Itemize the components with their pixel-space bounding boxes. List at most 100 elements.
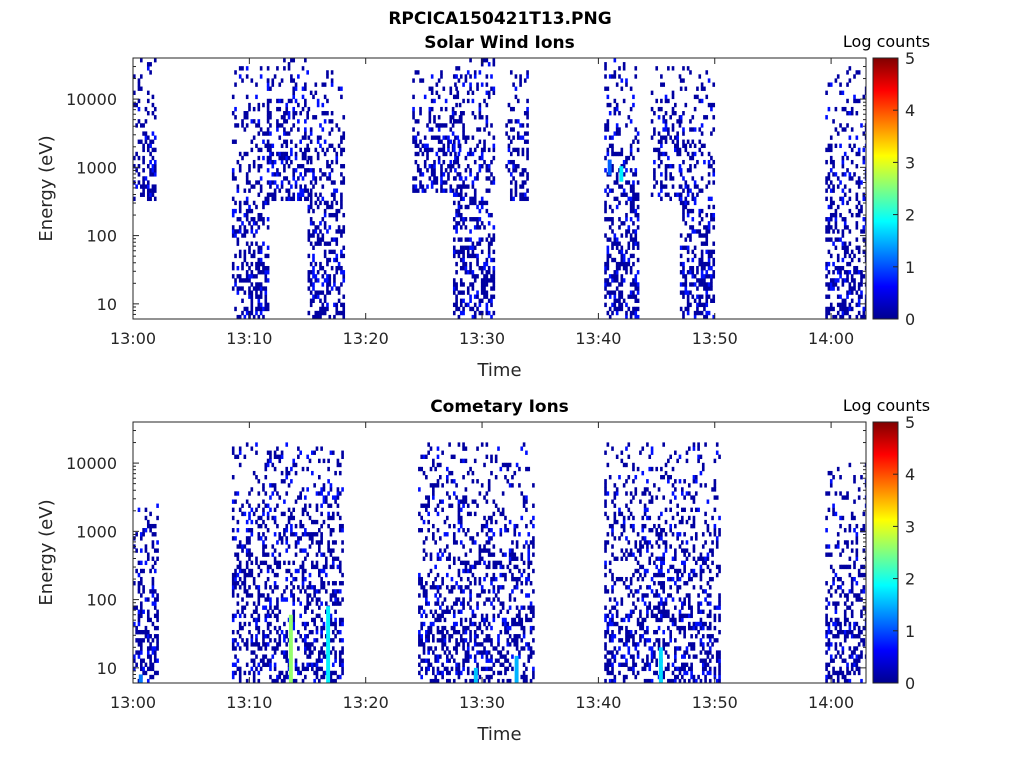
spectrogram-cell [458, 642, 461, 646]
spectrogram-cell [297, 103, 300, 107]
spectrogram-cell [248, 553, 251, 557]
spectrogram-cell [632, 307, 635, 311]
spectrogram-cell [837, 266, 840, 270]
spectrogram-cell [490, 303, 493, 307]
spectrogram-cell [290, 197, 293, 201]
spectrogram-cell [479, 209, 482, 213]
spectrogram-cell [138, 650, 141, 654]
spectrogram-cell [145, 634, 148, 638]
spectrogram-cell [516, 646, 519, 650]
spectrogram-cell [465, 135, 468, 139]
spectrogram-cell [630, 152, 633, 156]
spectrogram-cell [512, 82, 515, 86]
spectrogram-cell [609, 144, 612, 148]
spectrogram-cell [665, 176, 668, 180]
spectrogram-cell [306, 634, 309, 638]
spectrogram-cell [630, 107, 633, 111]
spectrogram-cell [292, 561, 295, 565]
spectrogram-cell [510, 189, 513, 193]
spectrogram-cell [316, 675, 319, 679]
spectrogram-cell [299, 197, 302, 201]
spectrogram-cell [662, 540, 665, 544]
spectrogram-cell [523, 630, 526, 634]
spectrogram-cell [653, 127, 656, 131]
spectrogram-cell [440, 176, 443, 180]
spectrogram-cell [308, 156, 311, 160]
spectrogram-cell [248, 491, 251, 495]
spectrogram-cell [623, 254, 626, 258]
spectrogram-cell [604, 499, 607, 503]
spectrogram-cell [262, 286, 265, 290]
spectrogram-cell [318, 540, 321, 544]
spectrogram-cell [662, 589, 665, 593]
spectrogram-cell [267, 512, 270, 516]
spectrogram-cell [614, 303, 617, 307]
spectrogram-cell [420, 642, 423, 646]
spectrogram-cell [490, 642, 493, 646]
spectrogram-cell [444, 610, 447, 614]
spectrogram-cell [269, 99, 272, 103]
spectrogram-cell [832, 278, 835, 282]
spectrogram-cell [232, 614, 235, 618]
spectrogram-cell [446, 479, 449, 483]
spectrogram-cell [327, 581, 330, 585]
spectrogram-cell [274, 467, 277, 471]
spectrogram-cell [459, 103, 462, 107]
spectrogram-cell [627, 225, 630, 229]
spectrogram-cell [511, 548, 514, 552]
spectrogram-cell [292, 95, 295, 99]
spectrogram-cell [237, 520, 240, 524]
spectrogram-cell [637, 561, 640, 565]
spectrogram-cell [142, 184, 145, 188]
spectrogram-cell [474, 217, 477, 221]
spectrogram-cell [611, 499, 614, 503]
spectrogram-cell [858, 176, 861, 180]
spectrogram-cell [469, 589, 472, 593]
spectrogram-cell [479, 311, 482, 315]
spectrogram-cell [655, 532, 658, 536]
spectrogram-cell [427, 520, 430, 524]
spectrogram-cell [315, 82, 318, 86]
spectrogram-cell [341, 548, 344, 552]
spectrogram-cell [696, 193, 699, 197]
spectrogram-cell [481, 618, 484, 622]
spectrogram-cell [486, 499, 489, 503]
spectrogram-cell [437, 557, 440, 561]
spectrogram-cell [337, 463, 340, 467]
spectrogram-cell [665, 168, 668, 172]
spectrogram-cell [516, 577, 519, 581]
spectrogram-cell [262, 606, 265, 610]
spectrogram-cell [285, 156, 288, 160]
spectrogram-cell [295, 667, 298, 671]
spectrogram-cell [255, 290, 258, 294]
spectrogram-cell [331, 193, 334, 197]
spectrogram-cell [614, 516, 617, 520]
spectrogram-cell [623, 262, 626, 266]
spectrogram-cell [246, 95, 249, 99]
spectrogram-cell [453, 585, 456, 589]
spectrogram-cell [646, 585, 649, 589]
spectrogram-cell [306, 115, 309, 119]
spectrogram-cell [460, 189, 463, 193]
spectrogram-cell [844, 278, 847, 282]
spectrogram-cell [665, 642, 668, 646]
spectrogram-cell [858, 184, 861, 188]
spectrogram-cell [609, 205, 612, 209]
spectrogram-cell [532, 638, 535, 642]
spectrogram-cell [241, 512, 244, 516]
spectrogram-cell [497, 597, 500, 601]
spectrogram-cell [703, 225, 706, 229]
spectrogram-cell [634, 307, 637, 311]
spectrogram-cell [504, 618, 507, 622]
spectrogram-cell [660, 557, 663, 561]
spectrogram-cell [493, 266, 496, 270]
spectrogram-cell [849, 229, 852, 233]
spectrogram-cell [440, 172, 443, 176]
spectrogram-cell [337, 512, 340, 516]
spectrogram-cell [481, 286, 484, 290]
spectrogram-cell [260, 307, 263, 311]
spectrogram-cell [246, 553, 249, 557]
spectrogram-cell [152, 581, 155, 585]
spectrogram-cell [828, 262, 831, 266]
spectrogram-cell [490, 659, 493, 663]
